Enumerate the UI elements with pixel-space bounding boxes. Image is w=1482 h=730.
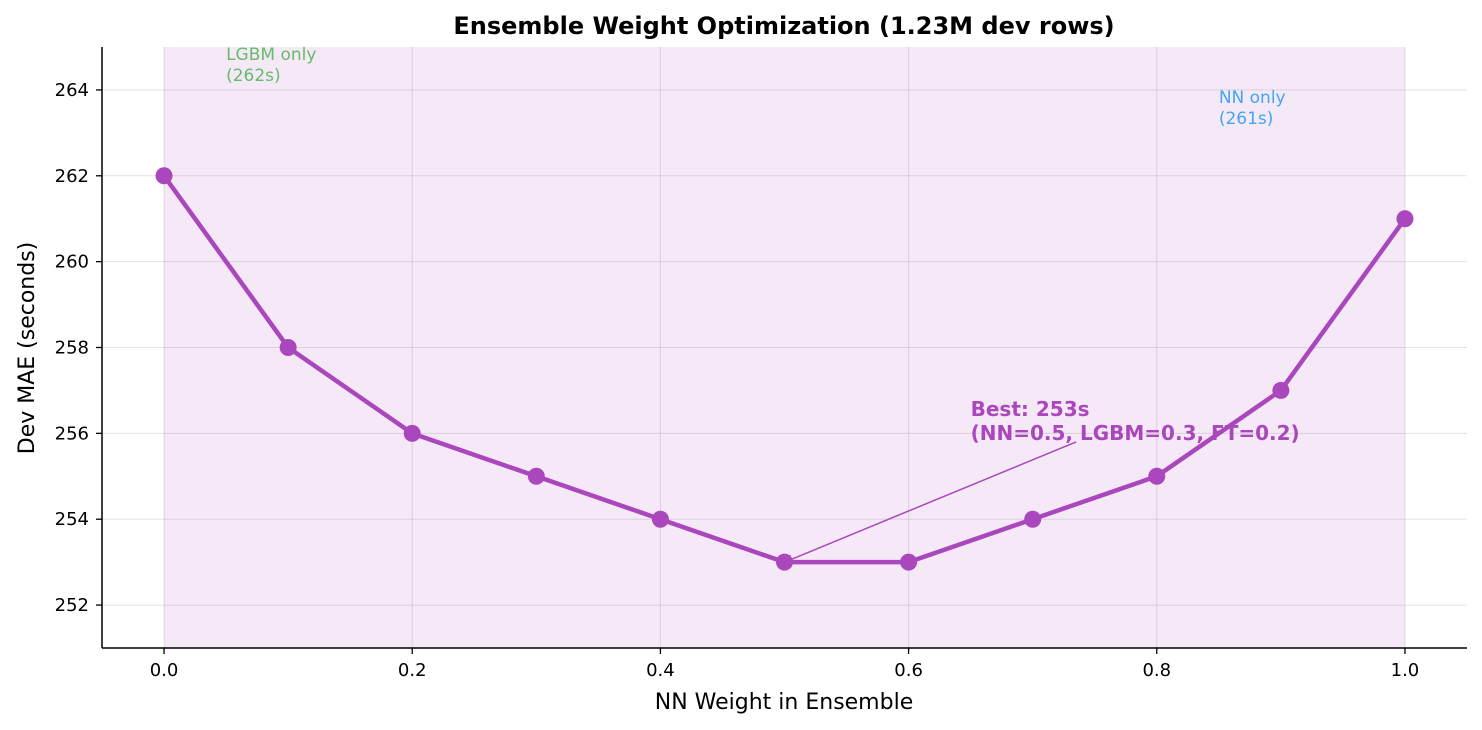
y-tick-label: 252 (55, 595, 89, 616)
best-annotation-line: Best: 253s (971, 397, 1090, 421)
y-tick-label: 260 (55, 252, 89, 273)
axes: 0.0 0.2 0.4 0.6 0.8 1.0 252 254 256 258 260 262 264 (55, 47, 1467, 681)
best-arrow (784, 441, 1077, 563)
y-tick-label: 258 (55, 338, 89, 359)
data-point (1024, 510, 1042, 528)
x-axis-title: NN Weight in Ensemble (655, 690, 913, 715)
x-tick-label: 0.6 (894, 660, 923, 681)
data-point (279, 339, 297, 356)
x-tick-label: 0.4 (646, 660, 675, 681)
data-point (900, 553, 918, 571)
x-tick-label: 0.8 (1142, 660, 1171, 681)
shaded-region (164, 47, 1405, 648)
data-point (155, 167, 173, 185)
annotations: LGBM only (262s) NN only (261s) Best: 253s (N… (226, 45, 1300, 564)
nn-only-annotation-line: (261s) (1219, 109, 1274, 129)
y-tick-label: 264 (55, 80, 89, 101)
y-tick-label: 256 (55, 423, 89, 444)
y-axis-title: Dev MAE (seconds) (15, 242, 40, 455)
nn-only-annotation: NN only (261s) (1219, 88, 1286, 129)
nn-only-annotation-line: NN only (1219, 88, 1286, 108)
best-annotation-line: (NN=0.5, LGBM=0.3, FT=0.2) (971, 421, 1300, 445)
data-point (651, 510, 669, 528)
x-tick-label: 0.0 (150, 660, 179, 681)
grid (102, 47, 1467, 648)
best-annotation: Best: 253s (NN=0.5, LGBM=0.3, FT=0.2) (971, 397, 1300, 445)
data-point (1148, 467, 1166, 485)
data-point (1272, 381, 1290, 399)
data-point (403, 424, 421, 442)
shaded-span (164, 47, 1405, 648)
best-arrow-head (782, 554, 794, 564)
data-point (527, 467, 545, 485)
x-tick-label: 0.2 (398, 660, 427, 681)
y-tick-label: 262 (55, 166, 89, 187)
y-tick-label: 254 (55, 509, 89, 530)
lgbm-only-annotation-line: LGBM only (226, 45, 316, 65)
chart-title: Ensemble Weight Optimization (1.23M dev … (453, 12, 1114, 40)
lgbm-only-annotation-line: (262s) (226, 66, 281, 86)
x-tick-label: 1.0 (1391, 660, 1420, 681)
data-point (1396, 210, 1414, 228)
lgbm-only-annotation: LGBM only (262s) (226, 45, 316, 86)
